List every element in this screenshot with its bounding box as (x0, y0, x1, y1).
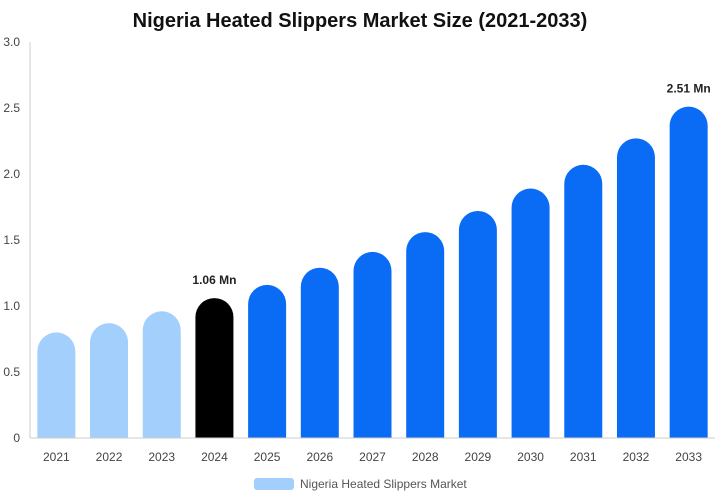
x-tick-label: 2031 (570, 450, 597, 464)
bar-2032[interactable] (616, 138, 655, 439)
x-tick-label: 2021 (43, 450, 70, 464)
bar-2026[interactable] (300, 267, 339, 438)
y-tick-label: 2.5 (3, 101, 20, 115)
x-tick-label: 2025 (254, 450, 281, 464)
x-tick-label: 2030 (517, 450, 544, 464)
bar-2031[interactable] (564, 164, 603, 438)
y-tick-label: 2.0 (3, 167, 20, 181)
data-label-2033: 2.51 Mn (667, 82, 711, 96)
x-tick-label: 2029 (465, 450, 492, 464)
bar-2027[interactable] (353, 251, 392, 438)
x-tick-label: 2023 (148, 450, 175, 464)
bar-2025[interactable] (248, 284, 287, 438)
bar-2022[interactable] (90, 323, 129, 438)
x-tick-label: 2028 (412, 450, 439, 464)
legend-swatch (254, 478, 294, 490)
x-tick-label: 2032 (623, 450, 650, 464)
y-tick-label: 3.0 (3, 35, 20, 49)
x-tick-label: 2026 (306, 450, 333, 464)
y-tick-label: 0.5 (3, 365, 20, 379)
x-axis: 2021 2022 2023 2024 2025 2026 2027 2028 2029 2030… (30, 437, 715, 464)
bar-2033[interactable] (669, 106, 708, 439)
y-tick-label: 0 (13, 431, 20, 445)
bar-2024[interactable] (195, 298, 234, 438)
bar-2023[interactable] (142, 311, 181, 438)
bar-2030[interactable] (511, 188, 550, 438)
legend[interactable]: Nigeria Heated Slippers Market (254, 477, 467, 491)
y-tick-label: 1.0 (3, 299, 20, 313)
bars (37, 106, 708, 439)
bar-2029[interactable] (458, 210, 497, 438)
x-tick-label: 2024 (201, 450, 228, 464)
data-labels: 1.06 Mn 2.51 Mn (192, 82, 710, 287)
chart-title: Nigeria Heated Slippers Market Size (202… (133, 10, 588, 32)
bar-2021[interactable] (37, 332, 76, 438)
y-axis: 0 0.5 1.0 1.5 2.0 2.5 3.0 (3, 35, 31, 445)
bar-2028[interactable] (406, 232, 445, 438)
x-tick-label: 2033 (675, 450, 702, 464)
x-tick-label: 2022 (96, 450, 123, 464)
y-tick-label: 1.5 (3, 233, 20, 247)
x-tick-label: 2027 (359, 450, 386, 464)
data-label-2024: 1.06 Mn (192, 273, 236, 287)
legend-label: Nigeria Heated Slippers Market (300, 477, 467, 491)
